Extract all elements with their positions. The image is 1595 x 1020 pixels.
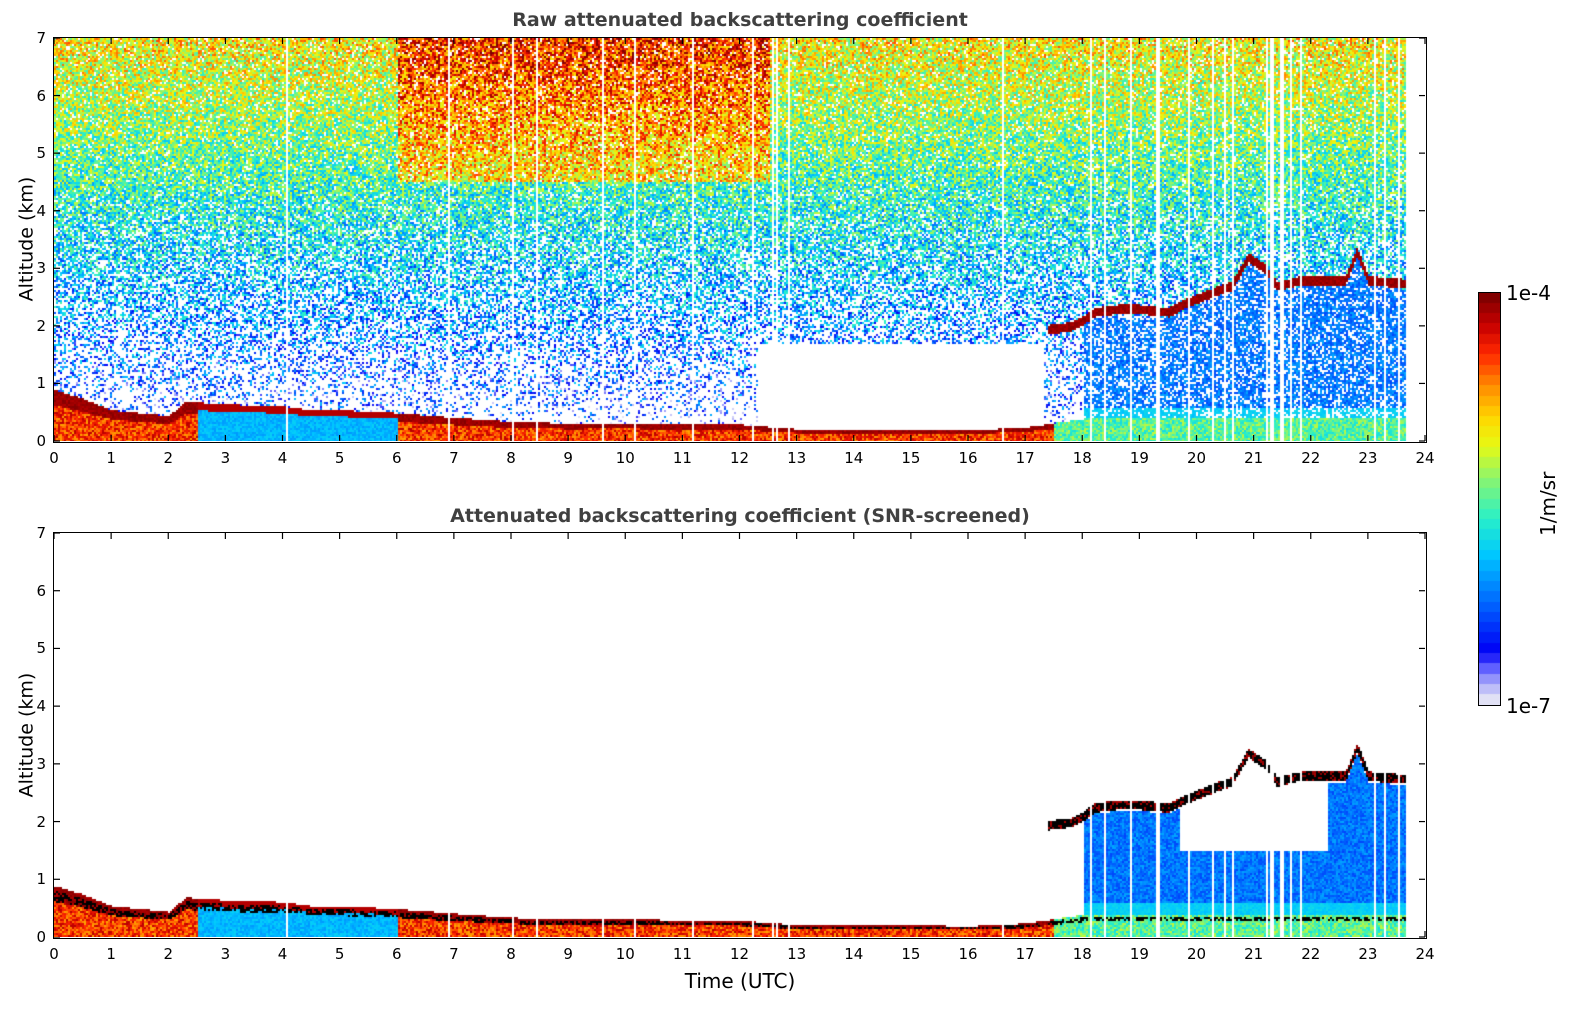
x-tick-label: 16 <box>958 449 978 467</box>
x-tick-label: 14 <box>844 945 864 963</box>
x-tick-label: 8 <box>506 449 516 467</box>
x-tick-label: 9 <box>563 945 573 963</box>
y-tick-label: 6 <box>36 86 46 105</box>
x-tick-label: 4 <box>277 449 288 467</box>
x-tick-label: 2 <box>163 945 174 963</box>
y-tick-label: 7 <box>36 29 46 47</box>
x-tick-label: 1 <box>106 449 116 467</box>
x-tick-label: 2 <box>163 449 174 467</box>
x-tick-label: 13 <box>787 945 807 963</box>
x-tick-label: 18 <box>1072 449 1092 467</box>
y-tick-label: 4 <box>36 697 46 716</box>
x-tick-label: 10 <box>615 945 635 963</box>
x-tick-label: 17 <box>1015 945 1035 963</box>
x-tick-label: 22 <box>1301 449 1321 467</box>
x-tick-label: 11 <box>672 945 692 963</box>
x-tick-label: 20 <box>1186 449 1207 467</box>
x-tick-label: 24 <box>1415 449 1435 467</box>
top-plot-frame <box>53 37 1427 443</box>
x-tick-label: 16 <box>958 945 978 963</box>
x-tick-label: 17 <box>1015 449 1035 467</box>
x-tick-label: 3 <box>220 945 231 963</box>
x-tick-label: 1 <box>106 945 116 963</box>
x-tick-label: 12 <box>729 945 750 963</box>
x-tick-label: 15 <box>901 449 921 467</box>
y-tick-label: 1 <box>36 870 46 889</box>
x-tick-label: 15 <box>901 945 921 963</box>
colorbar <box>1479 293 1500 705</box>
x-tick-label: 14 <box>844 449 864 467</box>
x-tick-label: 6 <box>391 945 402 963</box>
x-tick-label: 7 <box>449 449 459 467</box>
colorbar-min-label: 1e-7 <box>1506 694 1551 718</box>
x-tick-label: 21 <box>1244 449 1264 467</box>
x-tick-label: 0 <box>49 449 59 467</box>
y-tick-label: 2 <box>36 812 46 831</box>
y-tick-label: 3 <box>36 754 46 773</box>
y-tick-label: 4 <box>36 201 46 220</box>
x-tick-label: 19 <box>1129 945 1149 963</box>
colorbar-frame <box>1478 292 1501 706</box>
x-tick-label: 20 <box>1186 945 1207 963</box>
bottom-y-axis-label: Altitude (km) <box>15 672 38 798</box>
colorbar-max-label: 1e-4 <box>1506 281 1551 305</box>
bottom-plot-title: Attenuated backscattering coefficient (S… <box>450 505 1030 527</box>
x-tick-label: 13 <box>787 449 807 467</box>
top-plot-title: Raw attenuated backscattering coefficien… <box>512 9 968 31</box>
colorbar-unit-label: 1/m/sr <box>1536 471 1560 536</box>
x-tick-label: 19 <box>1129 449 1149 467</box>
x-tick-label: 23 <box>1358 449 1378 467</box>
x-tick-label: 11 <box>672 449 692 467</box>
x-tick-label: 24 <box>1415 945 1435 963</box>
y-tick-label: 0 <box>36 432 46 450</box>
x-tick-label: 8 <box>506 945 516 963</box>
x-tick-label: 21 <box>1244 945 1264 963</box>
x-tick-label: 12 <box>729 449 750 467</box>
y-tick-label: 3 <box>36 259 46 278</box>
y-tick-label: 5 <box>36 144 46 163</box>
x-tick-label: 22 <box>1301 945 1321 963</box>
y-tick-label: 6 <box>36 581 46 600</box>
x-tick-label: 5 <box>334 945 345 963</box>
x-tick-label: 9 <box>563 449 573 467</box>
x-axis-label: Time (UTC) <box>684 969 796 993</box>
x-tick-label: 3 <box>220 449 231 467</box>
x-tick-label: 18 <box>1072 945 1092 963</box>
bottom-plot-frame <box>53 532 1427 939</box>
x-tick-label: 4 <box>277 945 288 963</box>
top-y-axis-label: Altitude (km) <box>15 176 38 302</box>
y-tick-label: 2 <box>36 316 46 335</box>
x-tick-label: 5 <box>334 449 345 467</box>
x-tick-label: 7 <box>449 945 459 963</box>
bottom-heatmap <box>54 533 1425 937</box>
y-tick-label: 7 <box>36 524 46 542</box>
x-tick-label: 6 <box>391 449 402 467</box>
x-tick-label: 0 <box>49 945 59 963</box>
y-tick-label: 1 <box>36 374 46 393</box>
y-tick-label: 0 <box>36 928 46 946</box>
x-tick-label: 23 <box>1358 945 1378 963</box>
x-tick-label: 10 <box>615 449 635 467</box>
top-heatmap <box>54 38 1425 441</box>
y-tick-label: 5 <box>36 639 46 658</box>
